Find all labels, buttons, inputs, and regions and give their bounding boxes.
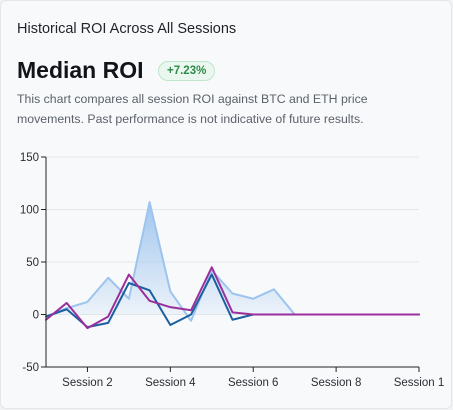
- roi-comparison-chart: -50 0 50 100 150 Session 2 Session 4 Session 6 S…: [20, 152, 444, 389]
- y-tick-label: 50: [26, 257, 39, 269]
- y-tick-label: 150: [20, 152, 39, 164]
- roi-change-badge: +7.23%: [158, 61, 216, 81]
- eth-price-line: [45, 266, 420, 330]
- median-roi-heading: Median ROI: [17, 57, 144, 83]
- y-tick-label: 0: [33, 310, 39, 322]
- x-tick-label: Session 6: [228, 377, 279, 389]
- card-title: Historical ROI Across All Sessions: [17, 21, 237, 37]
- y-tick-label: 100: [20, 205, 39, 217]
- x-tick-label: Session 2: [62, 377, 113, 389]
- x-tick-label: Session 1: [394, 377, 445, 389]
- chart-marks: -50 0 50 100 150 Session 2 Session 4 Session 6 S…: [20, 152, 444, 389]
- x-tick-label: Session 4: [145, 377, 196, 389]
- y-tick-label: -50: [22, 362, 39, 374]
- chart-description: This chart compares all session ROI agai…: [17, 92, 368, 126]
- x-tick-label: Session 8: [311, 377, 362, 389]
- chart-grid: [46, 156, 419, 368]
- session-roi-area: [46, 202, 419, 321]
